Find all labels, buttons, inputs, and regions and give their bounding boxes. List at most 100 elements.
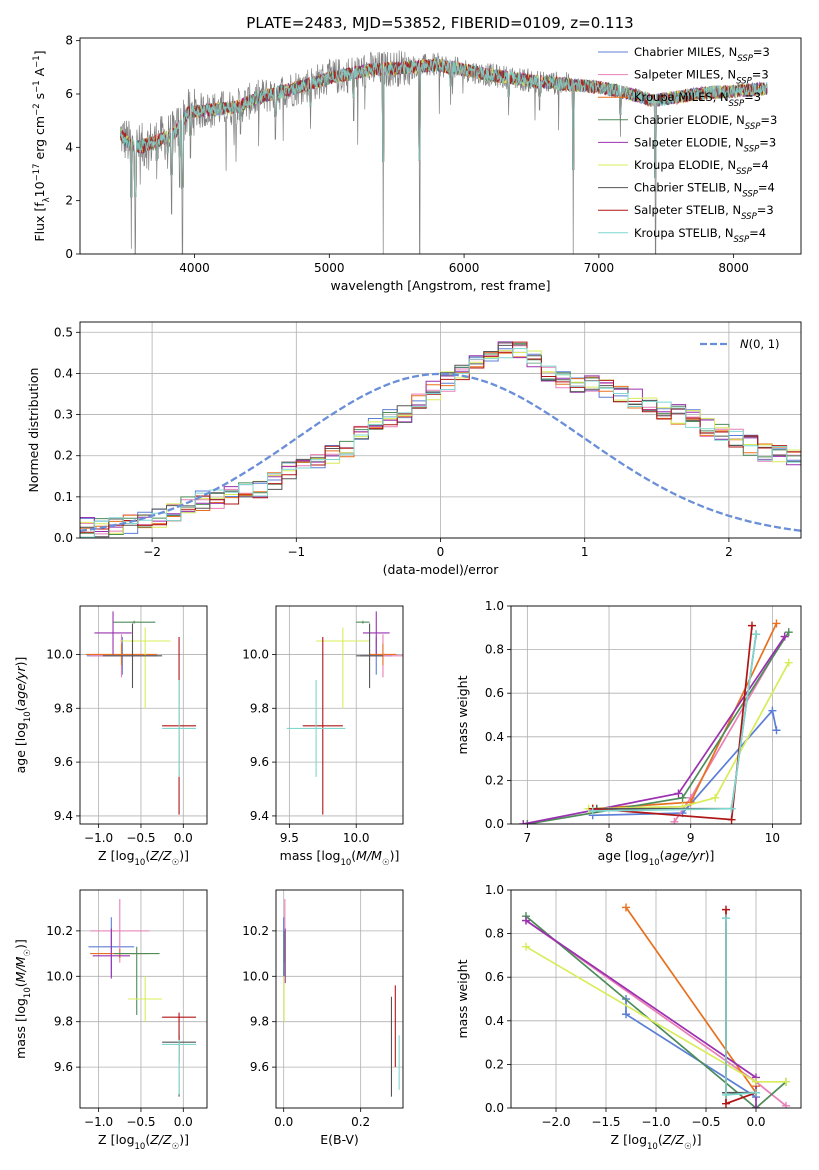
plot-area <box>283 899 400 1097</box>
weight-point <box>752 1104 760 1108</box>
x-tick-label: −1.5 <box>591 1115 620 1129</box>
weight-point <box>722 1099 730 1108</box>
label-part: =3 <box>752 68 769 82</box>
x-axis-label: age [log10(age/yr)] <box>598 848 715 868</box>
weight-line <box>525 915 787 1108</box>
x-tick-label: 1 <box>581 545 589 559</box>
label-part: Kroupa MILES, N <box>634 90 729 104</box>
y-tick-label: 2 <box>65 194 73 208</box>
legend-entry: Salpeter MILES, NSSP=3 <box>634 68 769 87</box>
weight-point <box>522 916 530 925</box>
weight-point <box>522 942 530 951</box>
y-tick-label: 0 <box>65 247 73 261</box>
label-part: Chabrier MILES, N <box>634 45 737 59</box>
y-tick-label: 9.8 <box>54 701 73 715</box>
label-part: )] <box>13 939 28 949</box>
label-part: =4 <box>752 158 769 172</box>
label-part: Z [log <box>611 1132 647 1147</box>
label-part: =4 <box>749 226 766 240</box>
weight-point <box>622 1010 630 1019</box>
y-tick-label: 9.8 <box>250 1015 269 1029</box>
weight-point <box>772 726 781 735</box>
x-tick-label: 0.0 <box>746 1115 765 1129</box>
y-tick-label: 9.6 <box>54 1060 73 1074</box>
label-part: −1 <box>32 80 42 93</box>
y-tick-label: 10.0 <box>46 647 73 661</box>
label-part: )] <box>13 657 28 667</box>
weight-line <box>592 708 778 817</box>
weight-point <box>784 628 793 637</box>
weight-point <box>722 905 730 914</box>
label-part: ☉ <box>684 1142 692 1152</box>
label-part: )] <box>179 1132 189 1147</box>
x-axis-label: E(B-V) <box>320 1132 359 1147</box>
label-part: 10 <box>32 181 47 197</box>
axes-frame <box>79 889 208 1109</box>
label-part: ☉ <box>172 1142 180 1152</box>
x-tick-label: 0.0 <box>174 831 193 845</box>
label-part: SSP <box>736 167 752 177</box>
label-part: =3 <box>759 135 776 149</box>
weight-point <box>722 1090 730 1099</box>
y-tick-label: 9.8 <box>250 701 269 715</box>
x-axis-label: (data-model)/error <box>383 562 500 577</box>
axes-frame <box>275 889 404 1109</box>
label-part: )] <box>705 848 715 863</box>
axes-frame <box>510 605 802 825</box>
label-part: Z/Z <box>149 848 172 863</box>
weight-line <box>625 999 757 1098</box>
x-tick-label: 7000 <box>584 261 615 275</box>
label-part: SSP <box>741 212 757 222</box>
weight-point <box>752 630 761 639</box>
label-part: mass weight <box>455 675 470 754</box>
axes-frame <box>275 605 404 825</box>
label-part: Kroupa STELIB, N <box>634 226 734 240</box>
weight-point <box>678 793 687 802</box>
y-tick-label: 9.4 <box>54 809 73 823</box>
y-axis-label: Flux [fλ10−17 erg cm−2 s−1 A−1] <box>32 50 52 241</box>
axes-residuals: −2 −1 0 1 2 0.0 0.1 0.2 0.3 0.4 0.5 Normed distribu… <box>26 321 802 577</box>
label-part: M/M <box>356 848 382 863</box>
label-part: ( <box>660 848 665 863</box>
y-tick-label: 0.8 <box>485 643 504 657</box>
weight-line <box>725 918 757 1096</box>
y-tick-label: 0.6 <box>485 686 504 700</box>
x-tick-label: 9 <box>687 831 695 845</box>
label-part: erg cm <box>32 116 47 164</box>
legend-entry: Chabrier STELIB, NSSP=4 <box>634 181 775 200</box>
axes-frame <box>79 321 802 539</box>
label-part: ] <box>32 50 47 55</box>
label-part: ( <box>145 1132 150 1147</box>
label-part: =3 <box>744 90 761 104</box>
weight-point <box>722 914 730 923</box>
label-part: 10 <box>23 711 33 722</box>
x-axis-label: Z [log10(Z/Z☉)] <box>98 1132 189 1152</box>
x-tick-label: 0.2 <box>351 1115 370 1129</box>
y-tick-label: 1.0 <box>485 599 504 613</box>
axes-frame <box>510 889 802 1109</box>
label-part: mass [log <box>280 848 341 863</box>
x-tick-label: 8 <box>605 831 613 845</box>
histogram-step <box>80 344 801 538</box>
axes-frame <box>79 605 208 825</box>
x-tick-label: 10 <box>765 831 780 845</box>
y-axis-label: Normed distribution <box>26 368 41 493</box>
label-part: −2 <box>32 103 42 116</box>
label-part: )] <box>692 1132 702 1147</box>
label-part: ( <box>145 848 150 863</box>
legend-entry: Kroupa ELODIE, NSSP=4 <box>634 158 769 177</box>
y-tick-label: 0.2 <box>54 449 73 463</box>
label-part: Chabrier ELODIE, N <box>634 113 745 127</box>
x-axis-label: Z [log10(Z/Z☉)] <box>611 1132 702 1152</box>
x-tick-label: −0.5 <box>691 1115 720 1129</box>
y-tick-label: 0.0 <box>485 817 504 831</box>
label-part: SSP <box>737 54 753 64</box>
y-tick-label: 6 <box>65 87 73 101</box>
y-tick-label: 0.0 <box>485 1101 504 1115</box>
x-tick-label: 5000 <box>314 261 345 275</box>
label-part: λ <box>42 197 52 202</box>
x-tick-label: −1.0 <box>641 1115 670 1129</box>
